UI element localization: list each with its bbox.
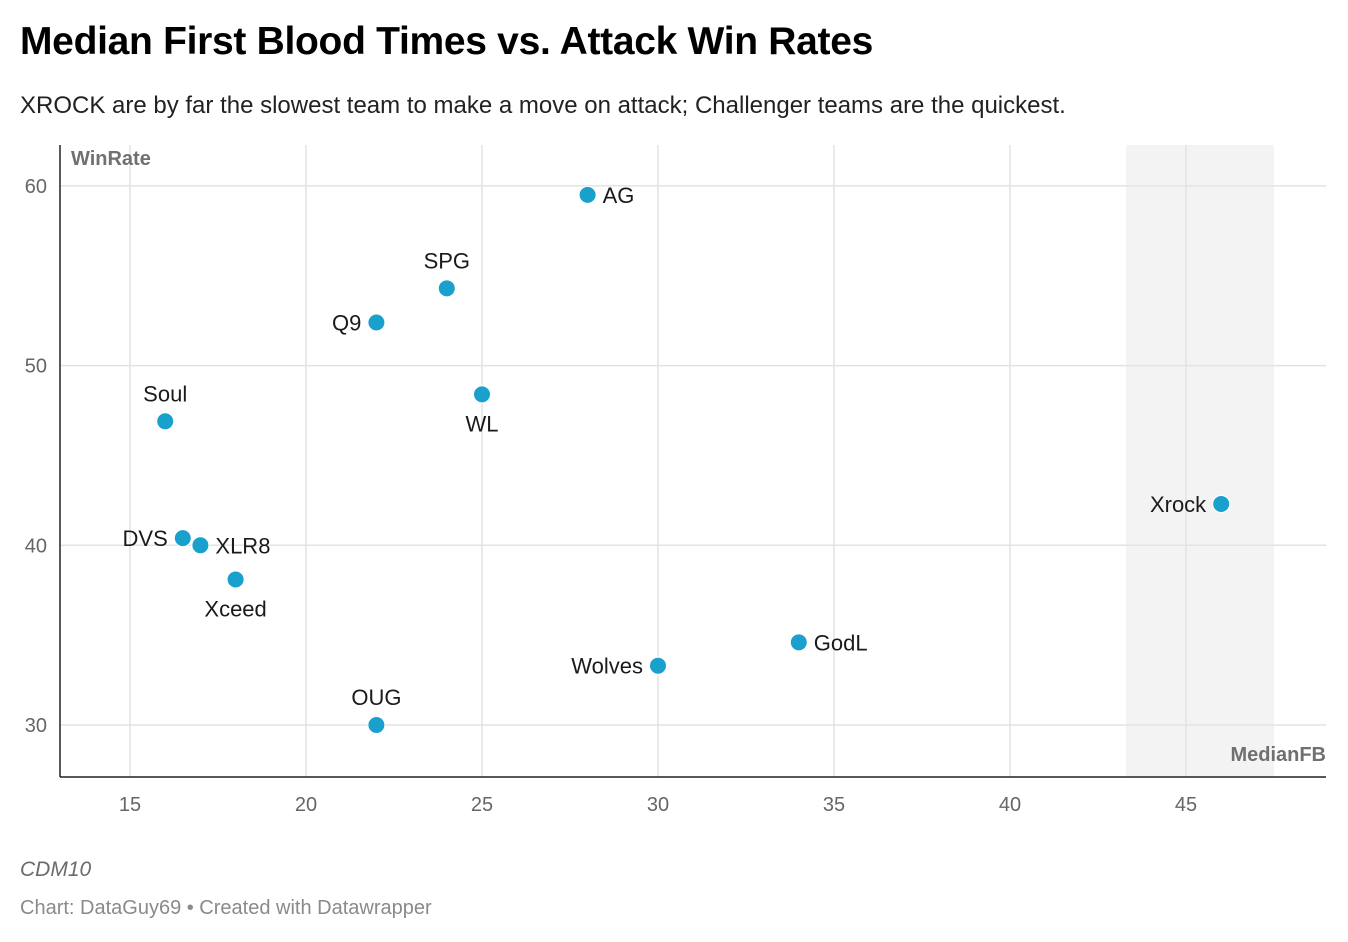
y-tick-label: 60: [25, 176, 47, 198]
x-tick-label: 15: [119, 794, 141, 816]
point-label-dvs: DVS: [123, 526, 168, 551]
highlight-band-layer: [1126, 145, 1274, 777]
y-tick-label: 30: [25, 715, 47, 737]
point-xrock[interactable]: [1212, 494, 1231, 513]
point-label-godl: GodL: [814, 630, 868, 655]
x-tick-label: 20: [295, 794, 317, 816]
x-tick-label: 40: [999, 794, 1021, 816]
point-label-oug: OUG: [351, 685, 401, 710]
x-axis-label: MedianFB: [1230, 744, 1326, 766]
axis-layer: [59, 145, 1326, 778]
tick-label-layer: 15 20 25 30 35 40 45 30 40 50 60: [25, 176, 1197, 816]
points-layer: [156, 185, 1231, 734]
point-soul[interactable]: [156, 412, 175, 431]
point-q9[interactable]: [367, 313, 386, 332]
y-tick-label: 50: [25, 356, 47, 378]
point-label-q9: Q9: [332, 310, 361, 335]
chart-subtitle: XROCK are by far the slowest team to mak…: [20, 92, 1066, 119]
point-label-spg: SPG: [424, 248, 470, 273]
point-wl[interactable]: [473, 385, 491, 404]
grid-layer: [60, 145, 1326, 777]
chart-source: Chart: DataGuy69 • Created with Datawrap…: [20, 897, 432, 919]
point-label-xrock: Xrock: [1150, 492, 1207, 517]
point-spg[interactable]: [437, 279, 456, 298]
y-axis-label: WinRate: [71, 148, 151, 170]
point-xceed[interactable]: [226, 570, 245, 589]
point-label-xlr8: XLR8: [215, 533, 270, 558]
point-label-soul: Soul: [143, 381, 187, 406]
point-oug[interactable]: [367, 716, 386, 734]
point-ag[interactable]: [578, 185, 597, 204]
chart-note: CDM10: [20, 858, 92, 881]
x-tick-label: 45: [1175, 794, 1197, 816]
x-tick-label: 30: [647, 794, 669, 816]
point-label-wolves: Wolves: [571, 654, 643, 679]
x-tick-label: 25: [471, 794, 493, 816]
x-tick-label: 35: [823, 794, 845, 816]
highlight-band: [1126, 145, 1274, 777]
point-label-wl: WL: [466, 411, 499, 436]
point-godl[interactable]: [789, 633, 808, 652]
point-labels-layer: AG SPG Q9 WL Soul Xrock DVS XLR8 Xceed GodL Wolves…: [123, 183, 1208, 710]
point-label-xceed: Xceed: [204, 596, 266, 621]
point-xlr8[interactable]: [191, 536, 210, 555]
point-wolves[interactable]: [649, 656, 667, 675]
y-tick-label: 40: [25, 535, 47, 557]
point-label-ag: AG: [603, 183, 635, 208]
point-dvs[interactable]: [173, 529, 192, 548]
chart-title: Median First Blood Times vs. Attack Win …: [20, 20, 874, 63]
